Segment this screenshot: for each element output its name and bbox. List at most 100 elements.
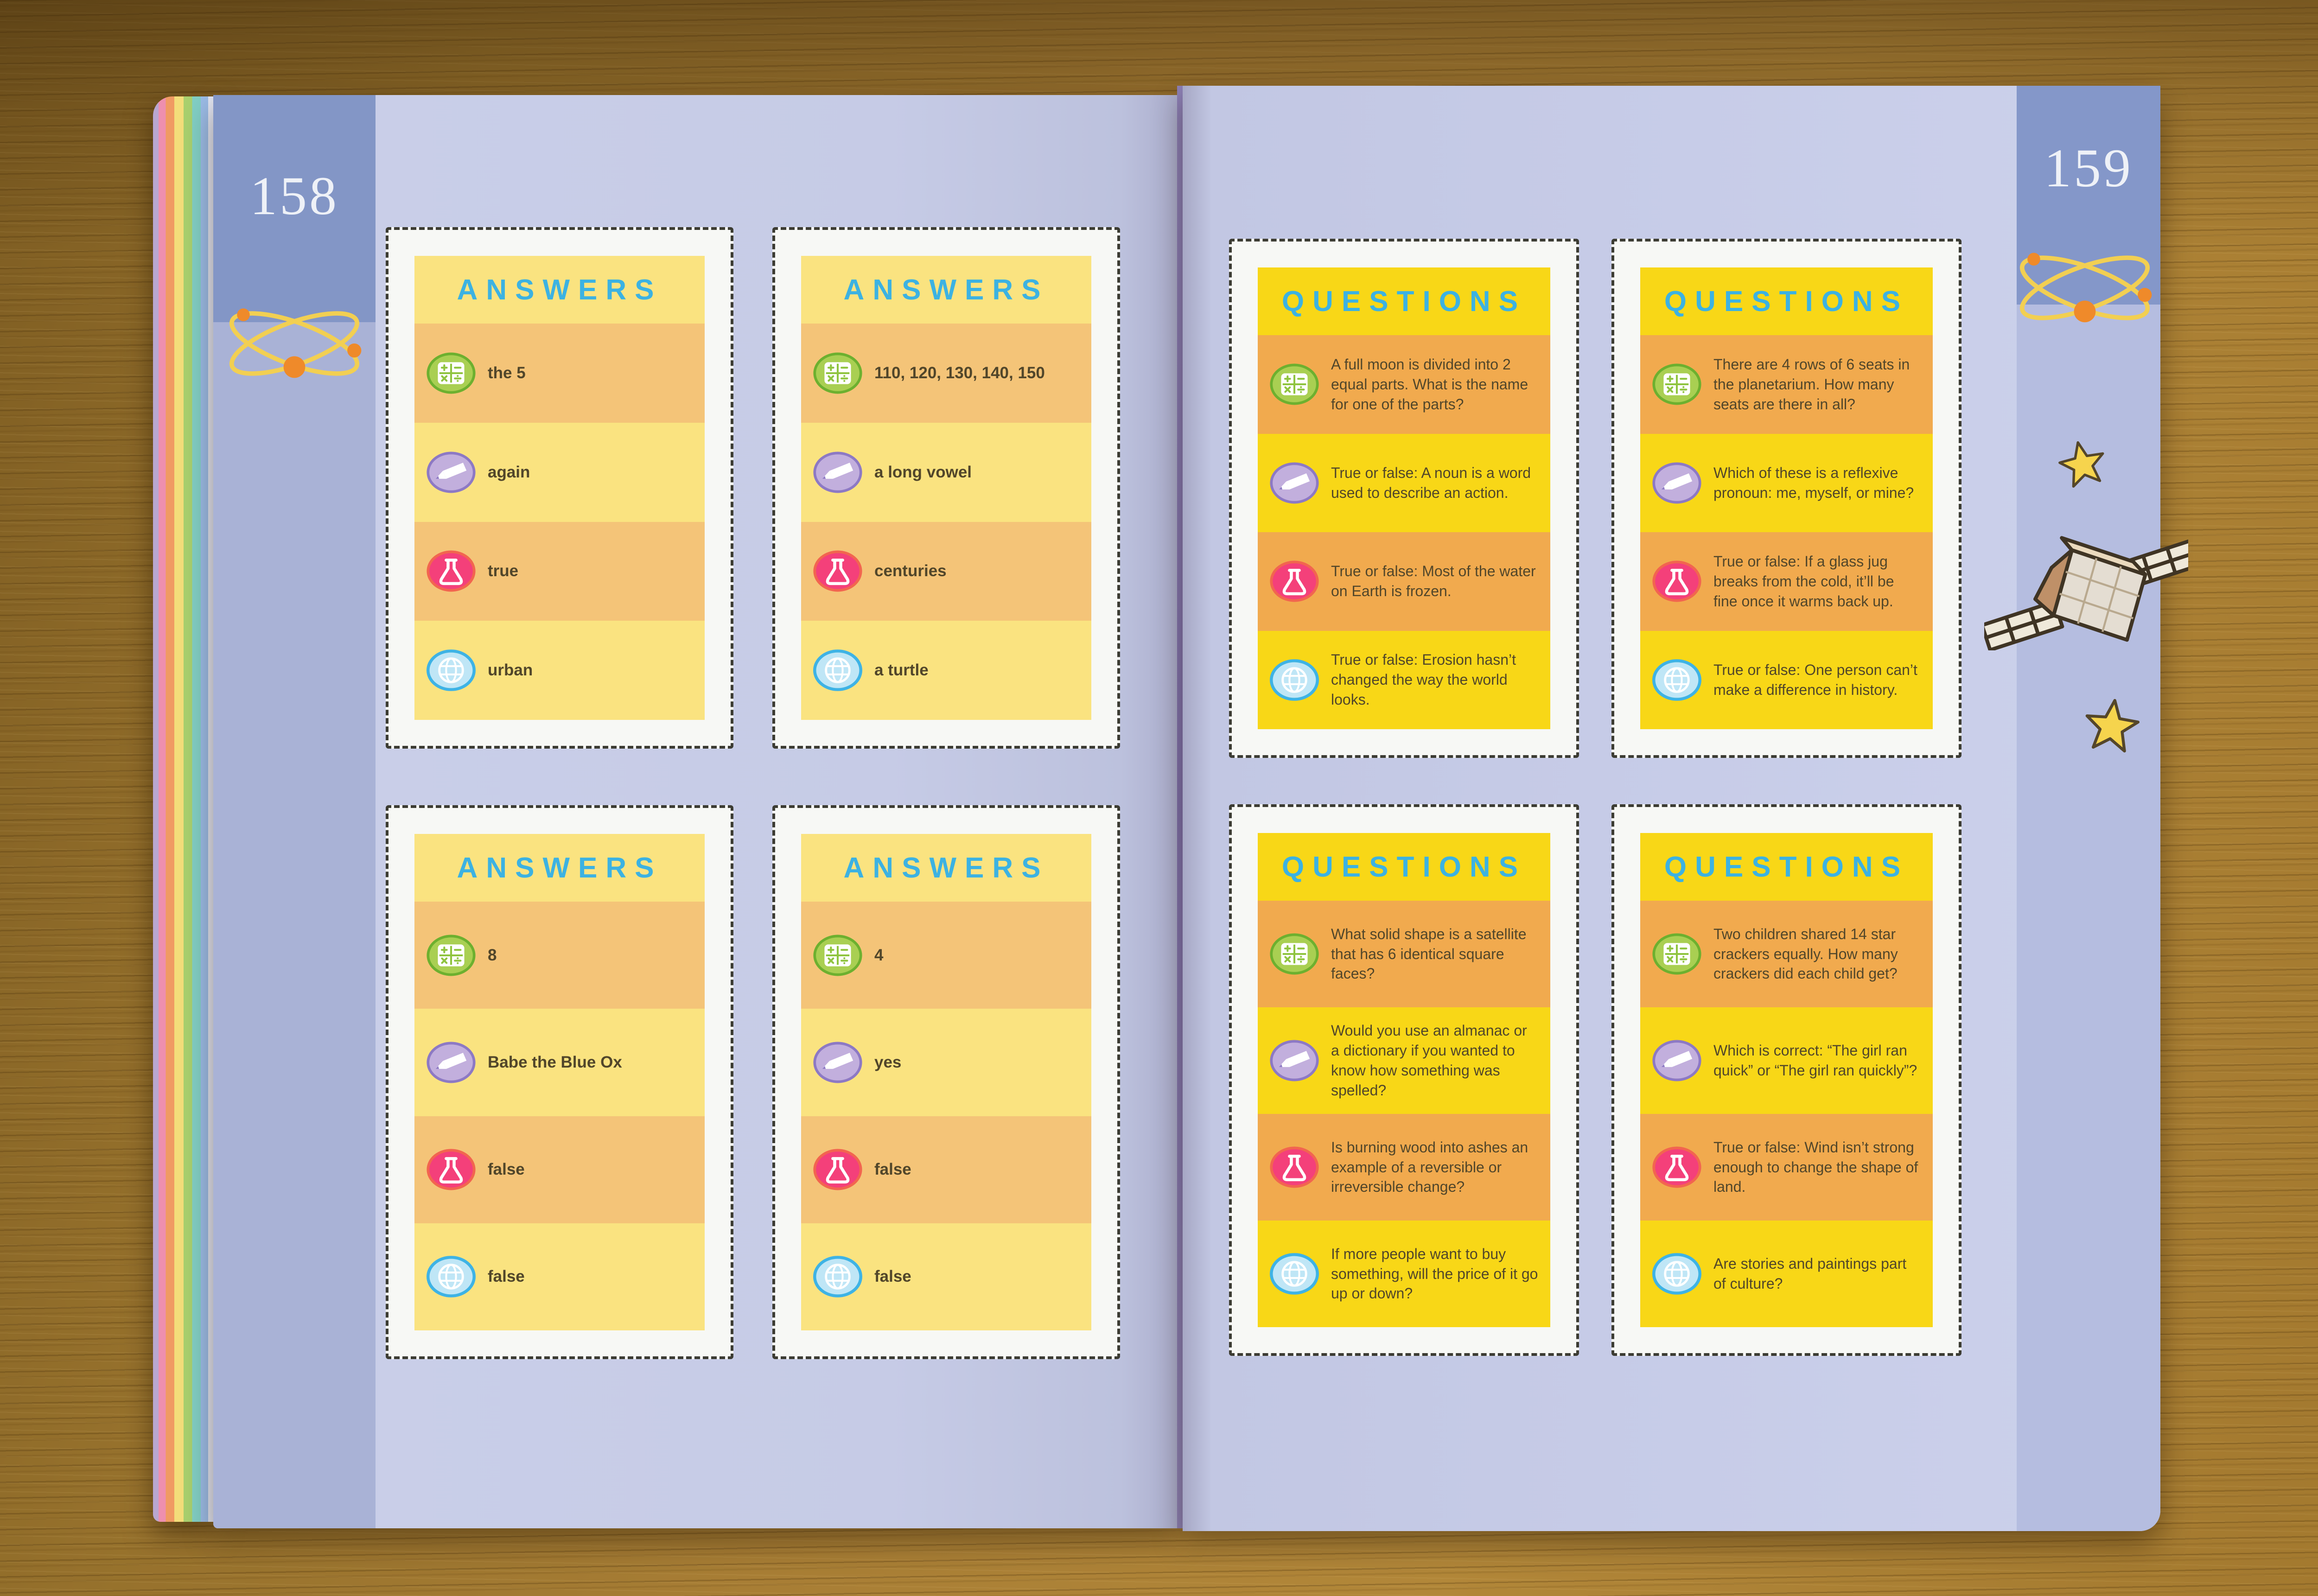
card-row: 8: [414, 902, 705, 1009]
card-row-text: Two children shared 14 star crackers equ…: [1713, 925, 1898, 982]
open-book: 158 ANSWERS the 5 again true urban ANSWERS …: [153, 59, 2170, 1540]
star-icon: [2079, 693, 2144, 758]
card-row-text: 4: [874, 946, 884, 964]
card-row: again: [414, 423, 705, 522]
geography-globe-icon: [414, 1256, 488, 1297]
math-calculator-icon: [1258, 933, 1331, 975]
card-row-text: false: [874, 1160, 911, 1179]
rainbow-page-edges: [153, 96, 220, 1522]
book-spine-gutter: [1177, 86, 1183, 1528]
card-row-text: Which is correct: “The girl ran quick” o…: [1713, 1042, 1917, 1079]
trivia-card: ANSWERS 8 Babe the Blue Ox false false: [386, 805, 733, 1359]
card-row: A full moon is divided into 2 equal part…: [1258, 335, 1550, 434]
card-row: True or false: Erosion hasn’t changed th…: [1258, 631, 1550, 730]
geography-globe-icon: [801, 649, 874, 691]
trivia-card: QUESTIONS There are 4 rows of 6 seats in…: [1611, 239, 1961, 758]
page-number-right: 159: [2044, 138, 2133, 198]
trivia-card-inner: QUESTIONS Two children shared 14 star cr…: [1640, 833, 1933, 1327]
science-flask-icon: [1640, 1146, 1713, 1188]
card-title: QUESTIONS: [1281, 285, 1527, 318]
science-flask-icon: [1258, 1146, 1331, 1188]
writing-pencil-icon: [1258, 462, 1331, 504]
math-calculator-icon: [801, 935, 874, 976]
card-row-text: If more people want to buy something, wi…: [1331, 1245, 1538, 1302]
card-row: false: [801, 1116, 1091, 1223]
science-flask-icon: [801, 1149, 874, 1190]
card-title: ANSWERS: [457, 273, 662, 306]
card-rows: What solid shape is a satellite that has…: [1258, 901, 1550, 1327]
card-row-text: Which of these is a reflexive pronoun: m…: [1713, 464, 1914, 501]
card-row-text: Is burning wood into ashes an example of…: [1331, 1138, 1528, 1195]
math-calculator-icon: [414, 935, 488, 976]
math-calculator-icon: [414, 352, 488, 394]
card-row-text: a long vowel: [874, 463, 972, 481]
card-row-text: false: [488, 1267, 525, 1286]
writing-pencil-icon: [1640, 462, 1713, 504]
trivia-card-inner: QUESTIONS There are 4 rows of 6 seats in…: [1640, 267, 1933, 729]
card-row-text: the 5: [488, 363, 526, 382]
card-row-text: again: [488, 463, 530, 481]
page-right: 159 QUESTIONS A full moon is divided int…: [1183, 86, 2160, 1531]
math-calculator-icon: [1258, 363, 1331, 405]
card-row: There are 4 rows of 6 seats in the plane…: [1640, 335, 1933, 434]
card-row-text: There are 4 rows of 6 seats in the plane…: [1713, 356, 1910, 413]
left-page-cards: ANSWERS the 5 again true urban ANSWERS 110,…: [386, 227, 1120, 1359]
card-rows: A full moon is divided into 2 equal part…: [1258, 335, 1550, 729]
star-icon: [2053, 434, 2112, 494]
trivia-card: QUESTIONS What solid shape is a satellit…: [1229, 804, 1579, 1356]
science-flask-icon: [1640, 560, 1713, 602]
right-page-cards: QUESTIONS A full moon is divided into 2 …: [1229, 239, 1961, 1356]
left-margin-band: 158: [213, 95, 376, 1528]
card-row: Would you use an almanac or a dictionary…: [1258, 1007, 1550, 1114]
page-number-tab: 158: [213, 95, 376, 322]
writing-pencil-icon: [414, 451, 488, 493]
card-row: Are stories and paintings part of cultur…: [1640, 1221, 1933, 1327]
trivia-card: ANSWERS the 5 again true urban: [386, 227, 733, 749]
atom-icon: [218, 294, 371, 393]
card-rows: the 5 again true urban: [414, 324, 705, 720]
page-number-left: 158: [250, 165, 339, 226]
card-row-text: What solid shape is a satellite that has…: [1331, 925, 1527, 982]
card-row: false: [801, 1223, 1091, 1330]
card-row: a turtle: [801, 621, 1091, 720]
card-row-text: 110, 120, 130, 140, 150: [874, 363, 1045, 382]
trivia-card: QUESTIONS Two children shared 14 star cr…: [1611, 804, 1961, 1356]
card-row-text: centuries: [874, 562, 947, 580]
science-flask-icon: [1258, 560, 1331, 602]
writing-pencil-icon: [414, 1042, 488, 1083]
card-row-text: True or false: If a glass jug breaks fro…: [1713, 553, 1894, 610]
card-title: QUESTIONS: [1664, 285, 1909, 318]
card-row: Babe the Blue Ox: [414, 1009, 705, 1116]
card-title: ANSWERS: [457, 852, 662, 884]
card-row: false: [414, 1223, 705, 1330]
card-row: 4: [801, 902, 1091, 1009]
card-row-text: urban: [488, 661, 533, 680]
card-rows: 110, 120, 130, 140, 150 a long vowel centu…: [801, 324, 1091, 720]
card-title: QUESTIONS: [1281, 851, 1527, 883]
card-row-text: True or false: Wind isn’t strong enough …: [1713, 1138, 1918, 1195]
card-row: centuries: [801, 521, 1091, 621]
card-row: false: [414, 1116, 705, 1223]
geography-globe-icon: [801, 1256, 874, 1297]
science-flask-icon: [414, 1149, 488, 1190]
trivia-card-inner: ANSWERS 4 yes false false: [801, 834, 1091, 1330]
card-rows: 4 yes false false: [801, 902, 1091, 1330]
trivia-card: QUESTIONS A full moon is divided into 2 …: [1229, 239, 1579, 758]
card-row-text: 8: [488, 946, 497, 964]
card-title: ANSWERS: [843, 273, 1049, 306]
card-row-text: true: [488, 562, 519, 580]
card-row: What solid shape is a satellite that has…: [1258, 901, 1550, 1007]
card-row: Which of these is a reflexive pronoun: m…: [1640, 434, 1933, 533]
card-title: QUESTIONS: [1664, 851, 1909, 883]
card-row: a long vowel: [801, 423, 1091, 522]
right-margin-band: 159: [2017, 86, 2160, 1531]
card-row: True or false: If a glass jug breaks fro…: [1640, 532, 1933, 631]
geography-globe-icon: [414, 649, 488, 691]
card-row: yes: [801, 1009, 1091, 1116]
card-row: Is burning wood into ashes an example of…: [1258, 1114, 1550, 1221]
card-rows: 8 Babe the Blue Ox false false: [414, 902, 705, 1330]
card-row: True or false: A noun is a word used to …: [1258, 434, 1550, 533]
card-row: Two children shared 14 star crackers equ…: [1640, 901, 1933, 1007]
card-row: Which is correct: “The girl ran quick” o…: [1640, 1007, 1933, 1114]
